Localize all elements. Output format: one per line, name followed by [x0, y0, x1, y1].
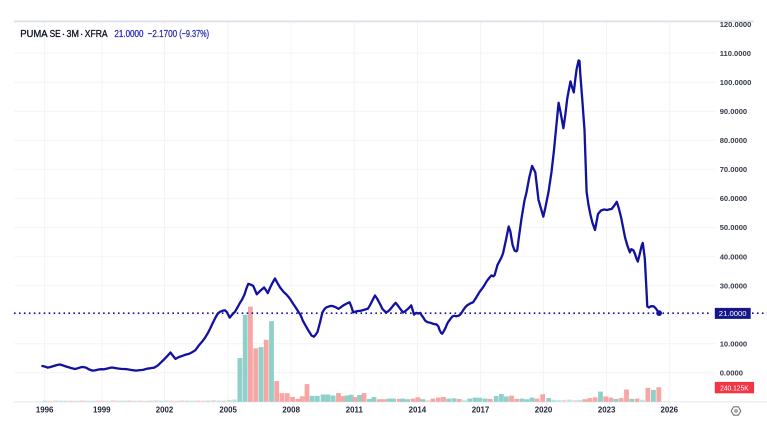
- svg-text:2020: 2020: [535, 405, 553, 414]
- svg-text:2026: 2026: [661, 405, 679, 414]
- svg-text:·: ·: [62, 29, 65, 40]
- svg-text:90.0000: 90.0000: [720, 107, 747, 116]
- svg-text:110.0000: 110.0000: [720, 49, 751, 58]
- svg-text:70.0000: 70.0000: [720, 165, 747, 174]
- svg-text:2008: 2008: [282, 405, 300, 414]
- svg-text:2002: 2002: [156, 405, 174, 414]
- svg-text:21.0000: 21.0000: [719, 309, 747, 318]
- svg-text:2014: 2014: [409, 405, 427, 414]
- svg-text:0.0000: 0.0000: [720, 369, 743, 378]
- svg-text:60.0000: 60.0000: [720, 194, 747, 203]
- svg-text:2011: 2011: [346, 405, 364, 414]
- svg-text:−2.1700: −2.1700: [148, 29, 178, 40]
- svg-text:80.0000: 80.0000: [720, 136, 747, 145]
- svg-text:40.0000: 40.0000: [720, 252, 747, 261]
- svg-text:30.0000: 30.0000: [720, 281, 747, 290]
- svg-text:50.0000: 50.0000: [720, 223, 747, 232]
- svg-text:2017: 2017: [472, 405, 490, 414]
- svg-text:·: ·: [80, 29, 83, 40]
- svg-text:3M: 3M: [67, 29, 79, 40]
- svg-text:XFRA: XFRA: [85, 29, 108, 40]
- svg-text:120.0000: 120.0000: [720, 20, 752, 29]
- svg-text:2023: 2023: [598, 405, 616, 414]
- svg-text:PUMA: PUMA: [20, 29, 47, 40]
- svg-text:SE: SE: [50, 29, 61, 40]
- svg-text:(−9.37%): (−9.37%): [179, 29, 209, 40]
- svg-text:1996: 1996: [36, 405, 54, 414]
- svg-text:100.0000: 100.0000: [720, 78, 752, 87]
- svg-text:10.0000: 10.0000: [720, 339, 747, 348]
- svg-text:21.0000: 21.0000: [114, 29, 143, 40]
- svg-text:2005: 2005: [219, 405, 237, 414]
- svg-text:240.125K: 240.125K: [720, 383, 749, 392]
- svg-text:1999: 1999: [93, 405, 111, 414]
